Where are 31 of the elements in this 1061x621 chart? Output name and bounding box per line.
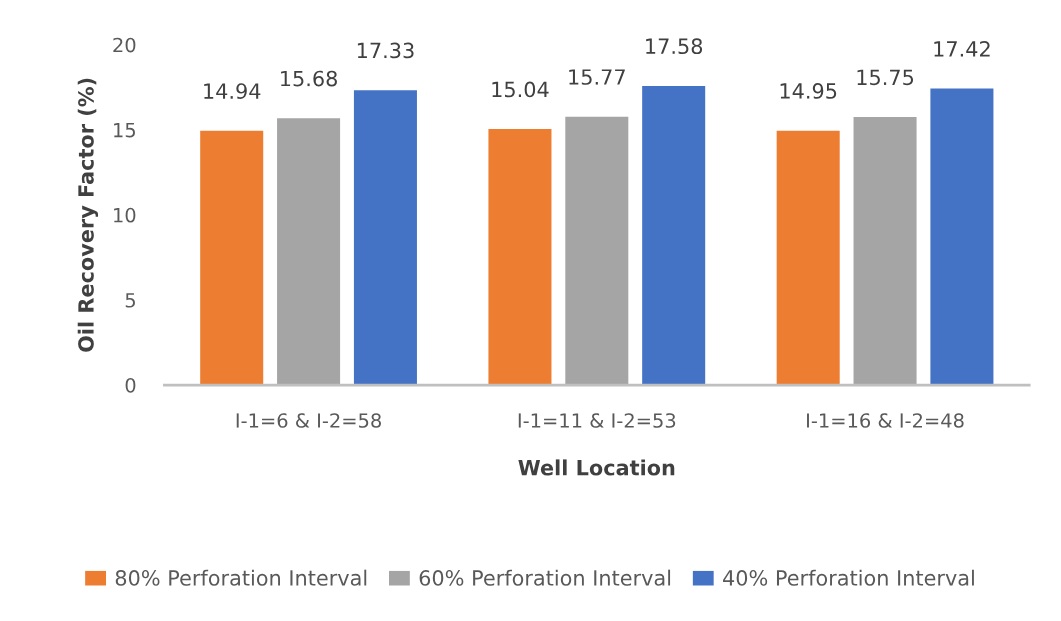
x-tick-label: I-1=16 & I-2=48 bbox=[807, 413, 964, 428]
legend-label: 40% Perforation Interval bbox=[723, 569, 974, 586]
data-label: 17.58 bbox=[646, 38, 703, 55]
legend-label: 60% Perforation Interval bbox=[419, 569, 671, 586]
y-tick-label: 10 bbox=[114, 207, 136, 223]
x-axis-title: Well Location bbox=[518, 459, 675, 476]
data-label: 17.33 bbox=[357, 42, 414, 59]
bar bbox=[642, 85, 706, 386]
bar bbox=[488, 129, 552, 386]
data-label: 14.95 bbox=[780, 83, 837, 99]
data-label: 15.77 bbox=[569, 69, 625, 85]
y-tick-label: 20 bbox=[113, 37, 136, 53]
legend-label: 80% Perforation Interval bbox=[115, 569, 367, 586]
bar bbox=[353, 90, 417, 386]
x-tick-label: I-1=6 & I-2=58 bbox=[236, 413, 381, 428]
bar bbox=[565, 116, 629, 386]
y-tick-label: 0 bbox=[125, 377, 136, 393]
y-tick-label: 5 bbox=[125, 293, 135, 308]
bar bbox=[200, 130, 264, 386]
bar bbox=[776, 130, 840, 386]
data-label: 17.42 bbox=[934, 41, 990, 57]
data-label: 15.68 bbox=[281, 70, 337, 87]
data-label: 15.75 bbox=[857, 69, 914, 86]
bar bbox=[853, 117, 917, 386]
data-label: 15.04 bbox=[492, 81, 549, 98]
data-label: 14.94 bbox=[204, 83, 261, 99]
x-tick-label: I-1=11 & I-2=53 bbox=[518, 413, 676, 428]
y-tick-label: 15 bbox=[114, 123, 135, 138]
bar bbox=[277, 118, 341, 386]
y-axis-title: Oil Recovery Factor (%) bbox=[77, 78, 99, 352]
bar bbox=[930, 88, 994, 386]
